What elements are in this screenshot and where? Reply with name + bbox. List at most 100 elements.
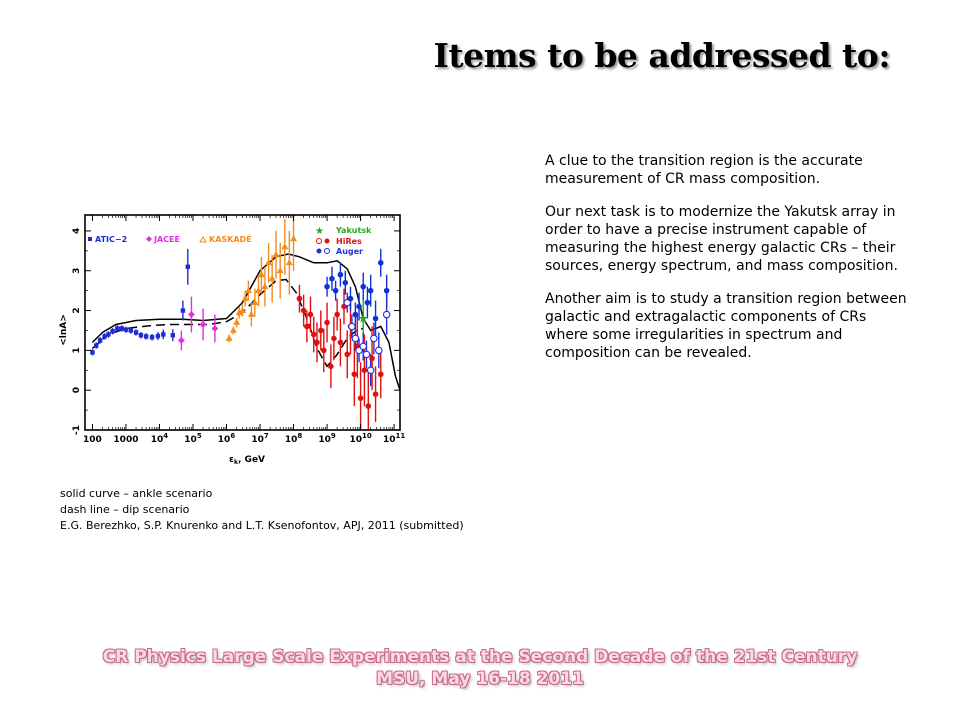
caption-citation: E.G. Berezhko, S.P. Knurenko and L.T. Ks… (60, 519, 464, 532)
legend-marker-atic2 (88, 237, 92, 241)
legend-marker-kaskade (199, 236, 207, 243)
legend-marker-jacee (146, 236, 152, 242)
data-point-kaskade (257, 270, 265, 278)
data-point-yakutsk-unlabeled (372, 315, 379, 322)
data-point-auger (375, 346, 383, 355)
data-point-kaskade (229, 326, 237, 333)
slide-title: Items to be addressed to: (433, 36, 890, 75)
footer-venue-date: MSU, May 16-18 2011 (376, 669, 584, 689)
data-point-hires (351, 371, 358, 378)
x-tick-exponent: 5 (197, 432, 202, 440)
caption-line: dash line – dip scenario (60, 503, 190, 516)
data-point-jacee (177, 337, 185, 344)
slide-footer: CR Physics Large Scale Experiments at th… (0, 646, 960, 690)
dip-scenario-curve (91, 278, 364, 368)
x-tick-label: 109 (318, 432, 336, 445)
legend-marker-hires (324, 238, 330, 244)
data-point-kaskade (268, 274, 276, 282)
data-point-kaskade (255, 286, 262, 294)
data-point-yakutsk-unlabeled (324, 283, 330, 290)
data-point-atic-2 (185, 264, 190, 269)
x-tick-label: 105 (184, 432, 202, 445)
legend-label-yakutsk: Yakutsk (335, 226, 372, 235)
data-point-kaskade (225, 334, 233, 341)
data-point-auger (382, 310, 391, 319)
chart-svg: 100 1000 104 105 106 107 108 109 1010 1011-101234… (59, 214, 405, 466)
y-tick-label: 3 (72, 268, 82, 274)
data-point-kaskade (239, 306, 246, 313)
data-point-kaskade (247, 310, 255, 317)
data-point-auger (351, 334, 360, 343)
data-point-jacee (211, 325, 219, 332)
data-point-atic-2 (133, 330, 139, 335)
data-point-hires (331, 335, 337, 342)
data-point-atic-2 (119, 326, 124, 331)
legend-marker-hires-open (316, 238, 322, 244)
legend-marker-auger-filled (316, 248, 322, 254)
data-point-hires (357, 395, 364, 401)
data-point-hires (337, 339, 344, 346)
y-axis-label: <lnA> (59, 314, 69, 346)
data-point-atic-2 (170, 333, 176, 338)
data-point-kaskade (244, 286, 252, 294)
data-point-hires (304, 323, 310, 330)
legend-label-kaskade: KASKADE (209, 235, 252, 244)
data-point-hires (334, 311, 340, 318)
data-point-auger (348, 322, 356, 331)
paragraph: Our next task is to modernize the Yakuts… (545, 204, 898, 274)
data-point-kaskade (251, 298, 259, 305)
data-point-kaskade (241, 294, 249, 302)
y-tick-label: 0 (72, 387, 82, 393)
data-point-atic-2 (161, 332, 166, 337)
data-point-yakutsk-unlabeled (332, 287, 339, 294)
data-point-atic-2 (97, 338, 103, 343)
y-tick-label: -1 (72, 425, 82, 435)
data-point-atic-2 (102, 334, 107, 339)
data-point-yakutsk-unlabeled (383, 287, 390, 294)
data-point-auger (359, 342, 367, 351)
data-point-atic-2 (138, 333, 144, 338)
data-point-atic-2 (123, 327, 129, 332)
text-column: A clue to the transition region is the a… (545, 152, 910, 377)
data-point-hires (344, 351, 351, 358)
data-point-jacee (199, 321, 207, 328)
data-point-hires (372, 391, 379, 397)
composition-chart: 100 1000 104 105 106 107 108 109 1010 1011 -1 0 1 2 3 4… (55, 205, 415, 467)
x-tick-exponent: 11 (395, 432, 405, 440)
legend-marker-auger (324, 248, 330, 254)
paragraph: Another aim is to study a transition reg… (545, 291, 907, 361)
chart-legend: ATIC−2 JACEE KASKADE ★ Yakutsk HiRes Aug… (88, 226, 372, 256)
legend-label-atic2: ATIC−2 (95, 235, 127, 244)
data-point-hires (365, 403, 372, 409)
y-tick-label: 1 (72, 347, 82, 353)
data-point-hires (314, 339, 320, 346)
data-point-kaskade (290, 235, 298, 242)
data-point-yakutsk-unlabeled (329, 275, 335, 282)
y-tick-label: 2 (72, 307, 82, 313)
figure-caption: solid curve – ankle scenario dash line –… (60, 486, 464, 534)
data-point-hires (300, 307, 307, 314)
data-point-hires (377, 371, 384, 378)
data-point-kaskade (281, 243, 289, 250)
data-point-hires (321, 347, 327, 354)
data-point-yakutsk-unlabeled (347, 295, 354, 302)
x-tick-exponent: 9 (331, 432, 336, 440)
x-tick-label: 106 (218, 432, 236, 445)
data-point-yakutsk-unlabeled (337, 271, 344, 278)
data-point-hires (328, 363, 334, 370)
x-tick-label: 108 (285, 432, 303, 445)
data-point-atic-2 (94, 343, 99, 348)
x-tick-exponent: 10 (362, 432, 372, 440)
data-points (90, 235, 391, 409)
x-tick-label: 104 (151, 432, 169, 445)
legend-label-auger: Auger (336, 247, 363, 256)
data-point-atic-2 (110, 329, 115, 334)
x-tick-exponent: 7 (264, 432, 269, 440)
x-axis-label: εk, GeV (229, 455, 265, 466)
data-point-hires (307, 311, 314, 318)
data-point-atic-2 (90, 350, 95, 355)
data-point-yakutsk (358, 313, 368, 323)
data-point-yakutsk-unlabeled (367, 287, 374, 294)
x-tick-label: 1011 (383, 432, 405, 445)
